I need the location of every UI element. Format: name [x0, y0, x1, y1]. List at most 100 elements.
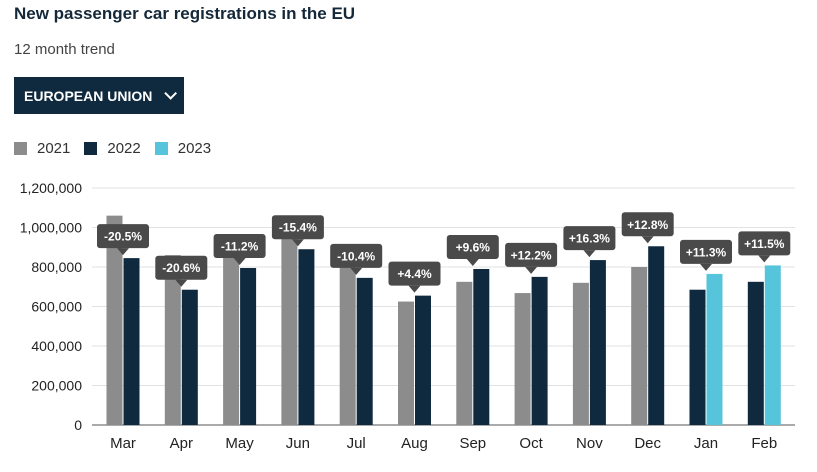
- bar-2021-apr: [164, 255, 181, 425]
- bar-2022-feb: [747, 281, 764, 425]
- x-tick-label: Feb: [751, 435, 777, 452]
- change-label-feb: +11.5%: [738, 231, 791, 263]
- change-label-dec: +12.8%: [621, 212, 674, 244]
- bar-2022-sep: [473, 268, 490, 425]
- legend-label-2023: 2023: [177, 140, 212, 157]
- change-label-sep: +9.6%: [446, 234, 499, 266]
- change-label-box: [271, 215, 324, 240]
- bar-2022-aug: [415, 295, 431, 425]
- change-label-text: +11.3%: [686, 245, 727, 259]
- y-tick-label: 1,200,000: [20, 180, 82, 196]
- change-label-text: -20.6%: [162, 261, 200, 275]
- y-tick-label: 200,000: [31, 378, 82, 394]
- change-label-pointer: [583, 250, 596, 258]
- bar-2021-oct: [514, 293, 531, 425]
- change-labels: -20.5% -20.6% -11.2% -15.4% -10.4% +4.4% +9.6%…: [97, 212, 791, 293]
- bar-2021-jun: [281, 217, 298, 425]
- x-tick-label: May: [225, 435, 254, 452]
- bar-2023-jan: [706, 273, 723, 425]
- y-axis: 0 200,000 400,000 600,000 800,000 1,000,000 1,…: [20, 180, 83, 433]
- change-label-box: [621, 212, 674, 237]
- change-label-pointer: [291, 239, 304, 247]
- change-label-nov: +16.3%: [563, 226, 616, 258]
- y-tick-label: 1,000,000: [20, 220, 82, 236]
- bars: [106, 215, 781, 425]
- change-label-text: +9.6%: [456, 240, 491, 254]
- change-label-apr: -20.6%: [155, 255, 208, 287]
- change-label-jan: +11.3%: [680, 239, 732, 271]
- x-tick-label: Aug: [401, 435, 428, 452]
- legend-swatch-2021: [14, 142, 27, 155]
- y-tick-label: 800,000: [31, 259, 82, 275]
- change-label-pointer: [525, 266, 538, 274]
- legend-label-2021: 2021: [37, 140, 71, 157]
- bar-2021-sep: [456, 281, 473, 425]
- chart-title: New passenger car registrations in the E…: [14, 4, 356, 23]
- change-label-text: -10.4%: [337, 249, 375, 263]
- bar-2021-may: [223, 249, 240, 425]
- x-tick-label: Jun: [286, 435, 310, 452]
- change-label-box: [680, 239, 732, 264]
- x-tick-label: Jul: [347, 435, 366, 452]
- change-label-oct: +12.2%: [505, 242, 558, 274]
- x-tick-label: Sep: [459, 435, 486, 452]
- y-tick-label: 400,000: [31, 338, 82, 354]
- change-label-text: +12.8%: [627, 218, 668, 232]
- change-label-text: -11.2%: [221, 239, 259, 253]
- chart-subtitle: 12 month trend: [14, 41, 115, 58]
- x-tick-label: Apr: [170, 435, 193, 452]
- change-label-mar: -20.5%: [97, 224, 149, 256]
- change-label-text: -15.4%: [279, 221, 317, 235]
- change-label-box: [738, 231, 791, 256]
- change-label-text: +16.3%: [569, 232, 610, 246]
- bar-2021-aug: [398, 301, 414, 425]
- change-label-text: -20.5%: [104, 230, 142, 244]
- bar-2022-jun: [298, 249, 315, 425]
- bar-2021-nov: [572, 282, 589, 425]
- bar-2021-mar: [106, 215, 123, 425]
- y-tick-label: 600,000: [31, 299, 82, 315]
- change-label-pointer: [233, 257, 246, 265]
- change-label-aug: +4.4%: [388, 261, 441, 293]
- bar-2023-feb: [764, 265, 781, 425]
- bar-2021-dec: [631, 267, 648, 425]
- y-tick-label: 0: [74, 417, 82, 433]
- change-label-pointer: [175, 279, 188, 287]
- bar-2022-nov: [589, 260, 606, 425]
- bar-2022-jan: [689, 289, 706, 425]
- change-label-box: [97, 224, 149, 249]
- bar-2022-may: [240, 267, 257, 425]
- change-label-text: +12.2%: [511, 248, 552, 262]
- bar-2022-dec: [648, 246, 665, 425]
- change-label-pointer: [758, 255, 771, 263]
- change-label-box: [330, 243, 383, 268]
- change-label-text: +11.5%: [744, 237, 785, 251]
- change-label-pointer: [700, 263, 712, 271]
- legend-item-2023[interactable]: 2023: [154, 140, 212, 157]
- x-axis: Mar Apr May Jun Jul Aug Sep Oct Nov Dec Jan Feb: [110, 435, 777, 452]
- change-label-box: [505, 242, 558, 267]
- x-tick-label: Dec: [634, 435, 661, 452]
- legend-swatch-2022: [84, 142, 98, 155]
- bar-2022-apr: [181, 289, 198, 425]
- legend-item-2022[interactable]: 2022: [84, 140, 141, 157]
- legend-item-2021[interactable]: 2021: [14, 140, 70, 157]
- region-dropdown-label: EUROPEAN UNION: [24, 87, 153, 104]
- change-label-jun: -15.4%: [271, 215, 324, 247]
- grid-lines: [92, 187, 795, 426]
- change-label-jul: -10.4%: [330, 243, 383, 275]
- legend-label-2022: 2022: [107, 140, 141, 157]
- x-tick-label: Oct: [519, 435, 543, 452]
- x-tick-label: Jan: [694, 435, 718, 452]
- change-label-pointer: [117, 248, 129, 256]
- change-label-pointer: [641, 236, 654, 244]
- x-tick-label: Nov: [576, 435, 603, 452]
- change-label-pointer: [350, 267, 363, 275]
- change-label-pointer: [408, 285, 421, 293]
- change-label-box: [446, 234, 499, 259]
- region-dropdown[interactable]: EUROPEAN UNION: [14, 77, 184, 114]
- bar-2022-jul: [356, 277, 373, 425]
- change-label-may: -11.2%: [213, 233, 266, 265]
- change-label-box: [213, 233, 266, 258]
- x-tick-label: Mar: [110, 435, 136, 452]
